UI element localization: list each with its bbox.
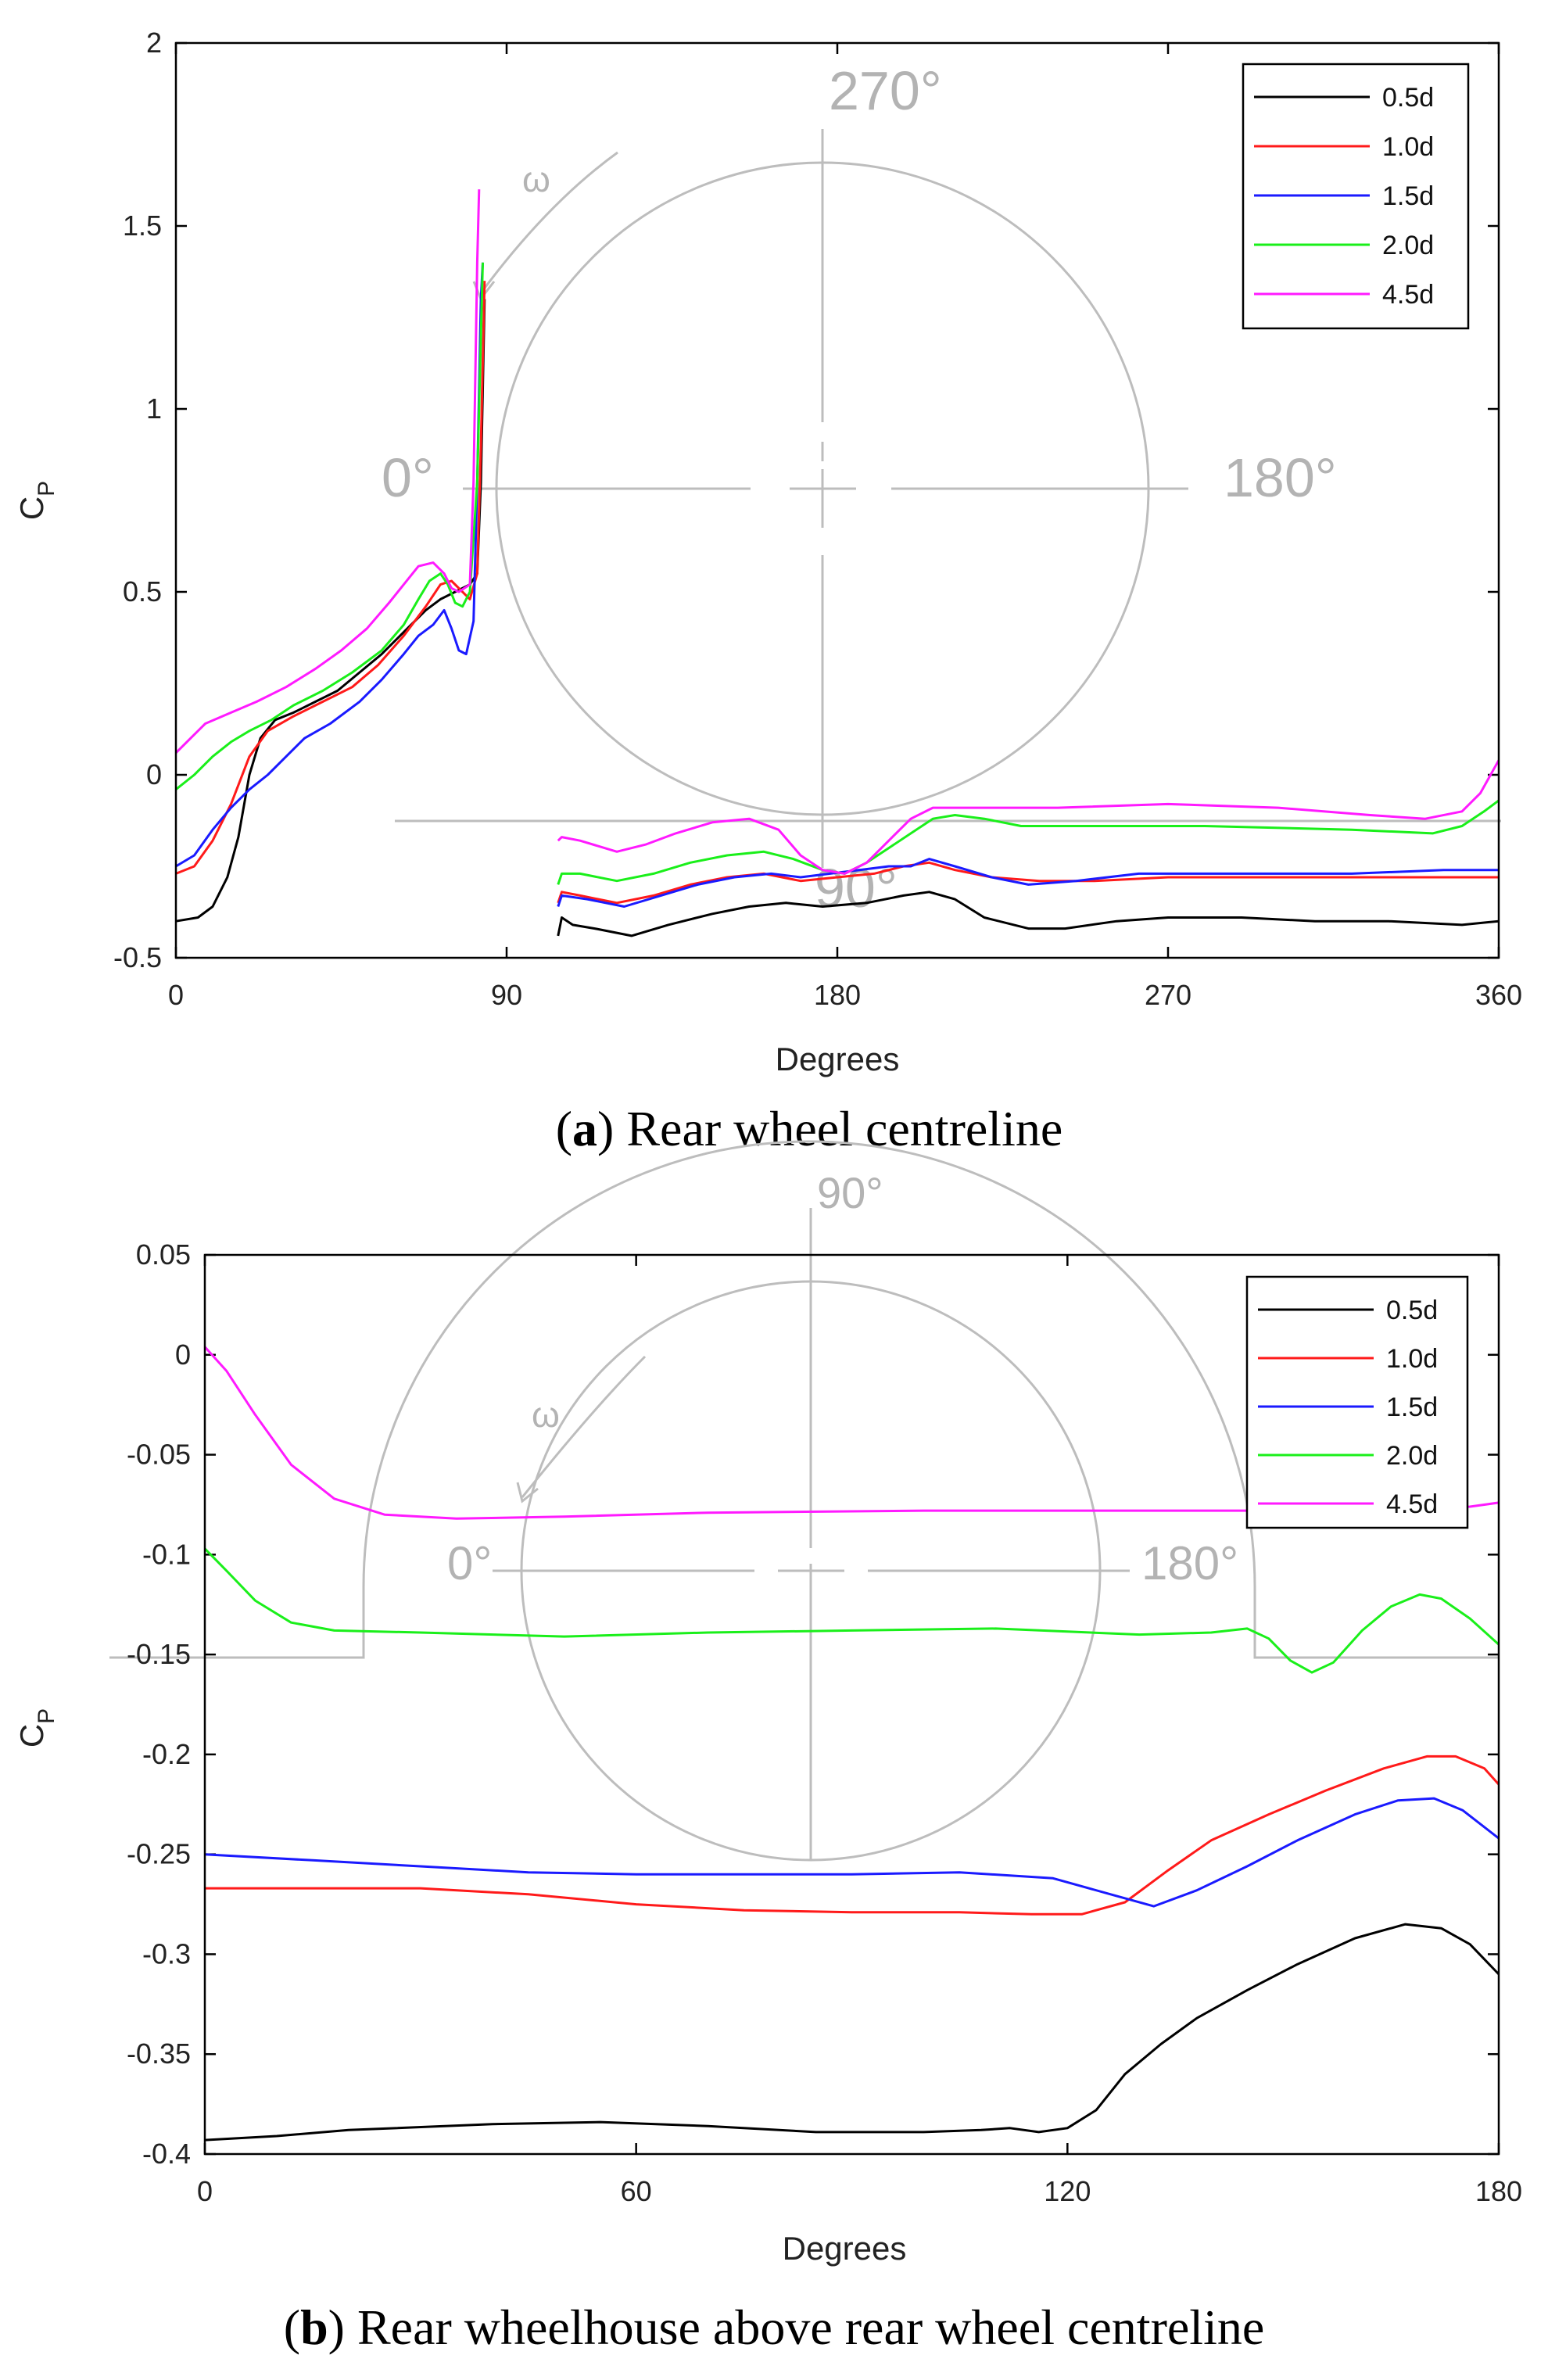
- legend-box-b: [1245, 1275, 1469, 1529]
- caption-label-a: a: [572, 1101, 597, 1156]
- series-line-0.5d-b: [204, 1923, 1500, 2142]
- series-group-a: [174, 189, 1500, 937]
- y-tick-label-b: 0: [175, 1339, 191, 1371]
- y-tick-label-b: -0.1: [142, 1538, 191, 1570]
- x-tick-label-b: 120: [1044, 2175, 1091, 2207]
- x-tick-label-a: 90: [491, 979, 522, 1011]
- rotation-arrow-arc-b: [521, 1355, 647, 1498]
- series-line-0.5d-a: [175, 299, 486, 923]
- rotation-arrow-arc: [479, 151, 618, 294]
- wheelhouse-diagram-b: ω 90° 0° 180°: [109, 1140, 1500, 1862]
- y-tick-label-a: 0: [146, 758, 162, 790]
- x-tick-label-a: 270: [1145, 979, 1191, 1011]
- x-tick-label-b: 180: [1475, 2175, 1522, 2207]
- series-line-1.5d-a: [175, 262, 484, 868]
- y-tick-label-b: -0.2: [142, 1738, 191, 1770]
- y-tick-label-b: 0.05: [136, 1238, 191, 1271]
- y-tick-label-a: -0.5: [113, 941, 162, 973]
- series-line-1.0d-a: [557, 861, 1499, 905]
- x-axis-label-b: Degrees: [783, 2230, 907, 2267]
- legend-label-1.0d-b: 1.0d: [1386, 1344, 1438, 1374]
- svg-text:CP: CP: [13, 481, 59, 520]
- y-label-sub-b: P: [34, 1708, 59, 1724]
- caption-text-b: Rear wheelhouse above rear wheel centrel…: [357, 2299, 1264, 2355]
- legend-label-1.5d-a: 1.5d: [1382, 181, 1434, 211]
- y-tick-label-b: -0.3: [142, 1937, 191, 1970]
- series-line-2.0d-a: [175, 262, 484, 790]
- chart-a: ω 270° 0° 180° 90° -0.500.511.520 90 180 27…: [13, 27, 1522, 1156]
- series-line-0.5d-a: [557, 891, 1500, 937]
- angle-label-left-b: 0°: [447, 1537, 492, 1590]
- angle-label-top-a: 270°: [829, 60, 942, 121]
- angle-label-right-a: 180°: [1224, 447, 1337, 508]
- legend-label-4.5d-b: 4.5d: [1386, 1489, 1438, 1519]
- wheelhouse-outline: [109, 1140, 1500, 1659]
- legend-label-0.5d-a: 0.5d: [1382, 83, 1434, 113]
- y-tick-label-a: 1.5: [123, 210, 162, 242]
- x-tick-label-b: 60: [621, 2175, 652, 2207]
- rotation-arrow-head-b: [516, 1482, 539, 1504]
- x-tick-label-a: 180: [814, 979, 861, 1011]
- series-line-1.0d-b: [205, 1755, 1500, 1916]
- y-tick-label-b: -0.4: [142, 2138, 191, 2170]
- legend-label-2.0d-b: 2.0d: [1386, 1441, 1438, 1471]
- y-tick-label-b: -0.15: [127, 1638, 191, 1670]
- angle-label-left-a: 0°: [382, 447, 434, 508]
- y-tick-label-a: 2: [146, 27, 162, 59]
- legend-label-0.5d-b: 0.5d: [1386, 1296, 1438, 1325]
- y-label-sub-a: P: [34, 481, 59, 496]
- plot-frame-b: [203, 1253, 1500, 2156]
- omega-symbol-b: ω: [532, 1394, 560, 1435]
- legend-label-4.5d-a: 4.5d: [1382, 280, 1434, 310]
- legend-label-1.0d-a: 1.0d: [1382, 132, 1434, 162]
- y-label-main-a: C: [13, 496, 50, 520]
- x-tick-label-b: 0: [197, 2175, 213, 2207]
- series-line-4.5d-a: [174, 189, 481, 754]
- omega-symbol-a: ω: [522, 159, 550, 199]
- series-line-2.0d-a: [557, 799, 1500, 885]
- caption-b: (b) Rear wheelhouse above rear wheel cen…: [284, 2299, 1265, 2355]
- y-tick-label-b: -0.05: [127, 1439, 191, 1471]
- series-line-2.0d-b: [203, 1547, 1500, 1674]
- angle-label-top-b: 90°: [817, 1168, 883, 1217]
- y-tick-label-a: 1: [146, 392, 162, 425]
- x-tick-label-a: 360: [1475, 979, 1522, 1011]
- y-axis-label-a: CP: [13, 481, 59, 520]
- caption-text-a: Rear wheel centreline: [626, 1101, 1062, 1156]
- axes-b: -0.4 -0.35 -0.3 -0.25 -0.2 -0.15 -0.1 -0.05 0 0.0…: [127, 1238, 1522, 2207]
- series-line-1.5d-b: [204, 1797, 1500, 1908]
- x-axis-label-a: Degrees: [776, 1041, 900, 1077]
- series-line-1.5d-a: [557, 858, 1499, 908]
- y-axis-label-b: CP: [13, 1708, 59, 1747]
- y-label-main-b: C: [13, 1724, 50, 1747]
- legend-label-2.0d-a: 2.0d: [1382, 231, 1434, 260]
- legend-label-1.5d-b: 1.5d: [1386, 1393, 1438, 1422]
- plot-frame-a: [174, 41, 1500, 959]
- svg-text:CP: CP: [13, 1708, 59, 1747]
- legend-a: 0.5d 1.0d 1.5d 2.0d 4.5d: [1242, 63, 1470, 330]
- x-tick-label-a: 0: [168, 979, 184, 1011]
- axes-a: -0.500.511.520 90 180 270 360: [113, 27, 1522, 1011]
- series-line-4.5d-a: [557, 759, 1500, 875]
- chart-b: ω 90° 0° 180° -0.4 -0.35 -0.3 -0.25 -0.2 -0.1…: [13, 1140, 1522, 2355]
- y-tick-label-b: -0.25: [127, 1838, 191, 1870]
- series-line-1.0d-a: [175, 281, 486, 875]
- y-tick-label-b: -0.35: [127, 2038, 191, 2070]
- caption-label-b: b: [300, 2299, 328, 2355]
- legend-b: 0.5d 1.0d 1.5d 2.0d 4.5d: [1245, 1275, 1469, 1529]
- angle-label-right-b: 180°: [1141, 1537, 1238, 1590]
- y-tick-label-a: 0.5: [123, 575, 162, 608]
- caption-a: (a) Rear wheel centreline: [556, 1101, 1063, 1156]
